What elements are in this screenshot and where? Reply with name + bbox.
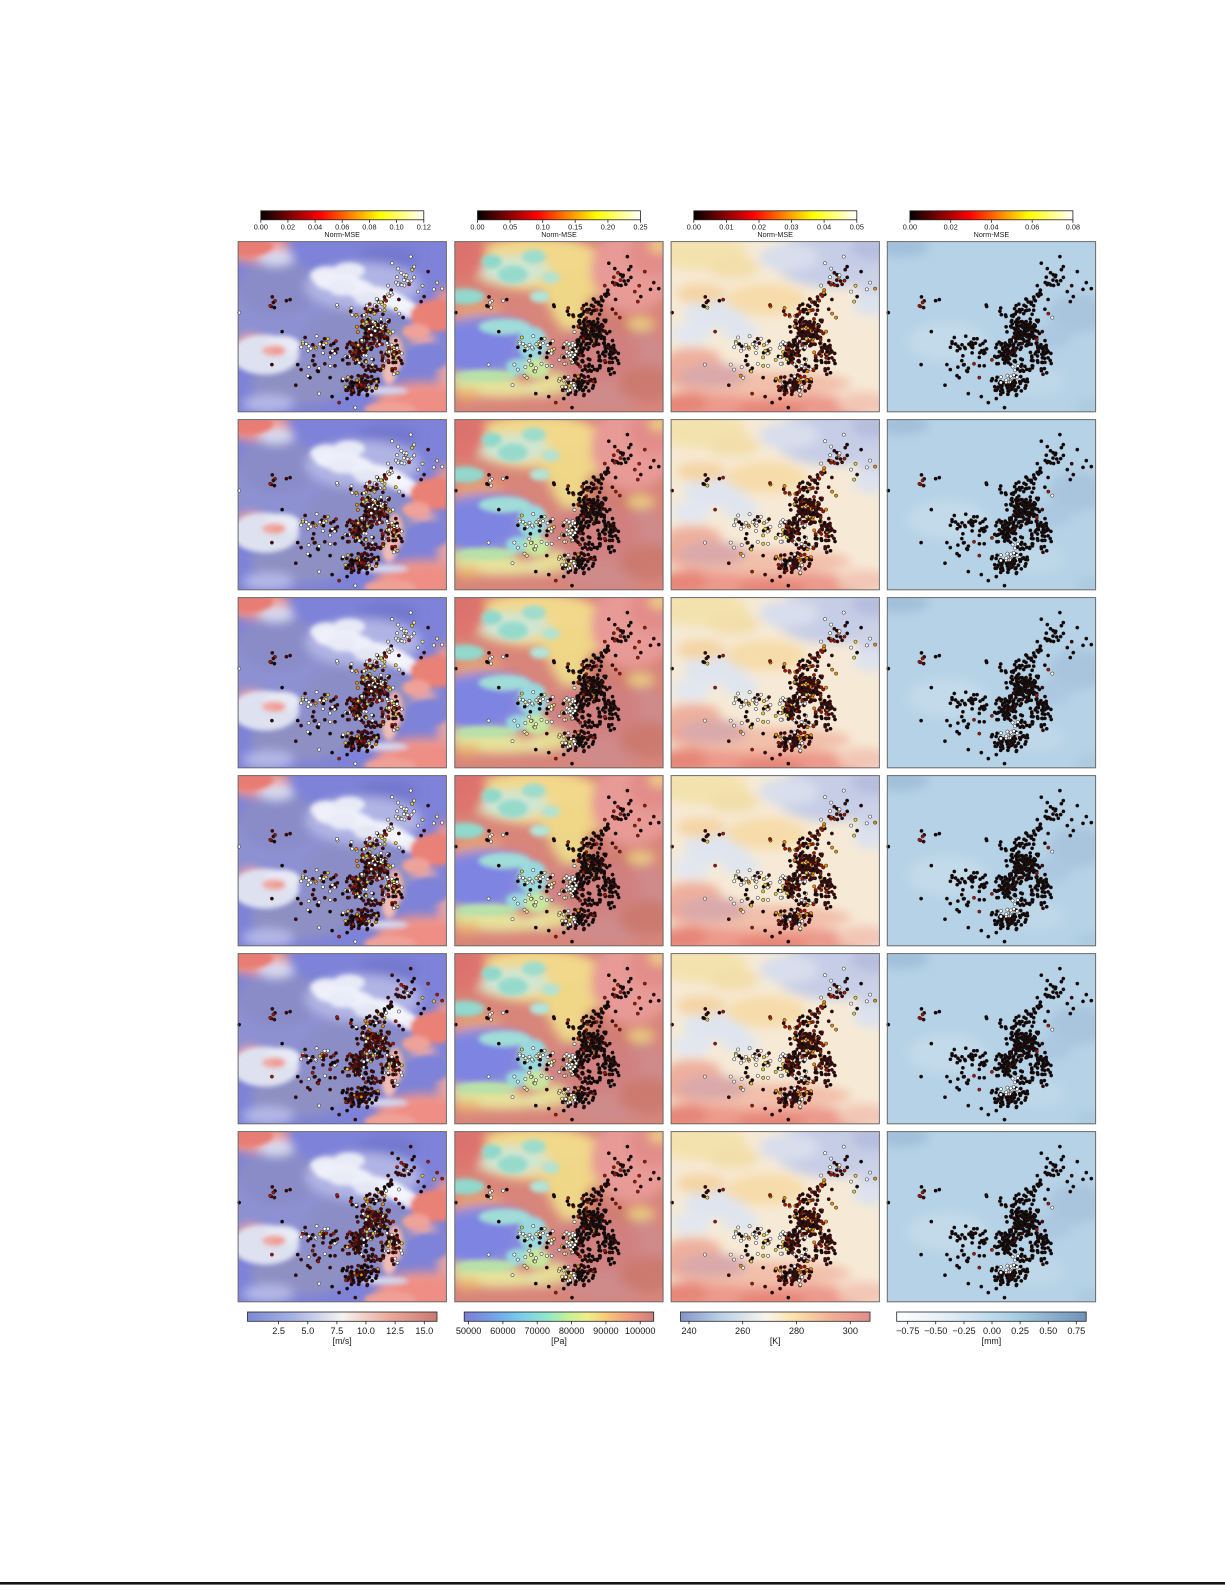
svg-text:0.08: 0.08 [362,223,376,232]
svg-text:Norm-MSE: Norm-MSE [974,230,1010,239]
svg-text:80000: 80000 [559,1326,585,1336]
svg-text:[K]: [K] [770,1336,781,1346]
svg-text:0.12: 0.12 [417,223,431,232]
svg-text:0.75: 0.75 [1067,1326,1085,1336]
svg-text:5.0: 5.0 [301,1326,314,1336]
svg-text:Norm-MSE: Norm-MSE [324,230,360,239]
svg-text:0.00: 0.00 [983,1326,1001,1336]
svg-text:0.10: 0.10 [389,223,403,232]
svg-text:12.5: 12.5 [386,1326,404,1336]
svg-text:0.04: 0.04 [308,223,322,232]
svg-text:0.25: 0.25 [633,223,647,232]
svg-text:280: 280 [789,1326,804,1336]
svg-text:0.04: 0.04 [984,223,998,232]
svg-text:0.08: 0.08 [1066,223,1080,232]
svg-text:300: 300 [843,1326,858,1336]
svg-text:0.10: 0.10 [536,223,550,232]
svg-text:Norm-MSE: Norm-MSE [757,230,793,239]
svg-text:7.5: 7.5 [331,1326,344,1336]
svg-text:0.25: 0.25 [1011,1326,1029,1336]
svg-text:0.05: 0.05 [503,223,517,232]
svg-text:60000: 60000 [490,1326,516,1336]
svg-text:90000: 90000 [593,1326,619,1336]
svg-text:0.05: 0.05 [850,223,864,232]
svg-text:0.20: 0.20 [601,223,615,232]
svg-text:0.00: 0.00 [903,223,917,232]
svg-text:260: 260 [735,1326,750,1336]
svg-text:0.00: 0.00 [470,223,484,232]
svg-text:100000: 100000 [625,1326,656,1336]
svg-text:0.00: 0.00 [687,223,701,232]
svg-text:70000: 70000 [524,1326,550,1336]
svg-text:−0.50: −0.50 [924,1326,947,1336]
svg-text:0.04: 0.04 [817,223,831,232]
svg-text:0.50: 0.50 [1039,1326,1057,1336]
svg-text:2.5: 2.5 [272,1326,285,1336]
svg-text:0.03: 0.03 [784,223,798,232]
svg-text:Norm-MSE: Norm-MSE [541,230,577,239]
svg-text:0.02: 0.02 [281,223,295,232]
svg-text:0.02: 0.02 [752,223,766,232]
svg-text:0.06: 0.06 [1025,223,1039,232]
svg-text:10.0: 10.0 [357,1326,375,1336]
svg-text:−0.75: −0.75 [896,1326,919,1336]
svg-text:[m/s]: [m/s] [333,1336,352,1346]
svg-text:0.06: 0.06 [335,223,349,232]
svg-text:15.0: 15.0 [415,1326,433,1336]
svg-text:[Pa]: [Pa] [551,1336,567,1346]
svg-text:240: 240 [681,1326,696,1336]
svg-text:0.15: 0.15 [568,223,582,232]
svg-text:[mm]: [mm] [982,1336,1002,1346]
svg-text:50000: 50000 [456,1326,482,1336]
svg-text:0.00: 0.00 [254,223,268,232]
svg-text:0.01: 0.01 [719,223,733,232]
svg-text:−0.25: −0.25 [952,1326,975,1336]
svg-text:0.02: 0.02 [944,223,958,232]
